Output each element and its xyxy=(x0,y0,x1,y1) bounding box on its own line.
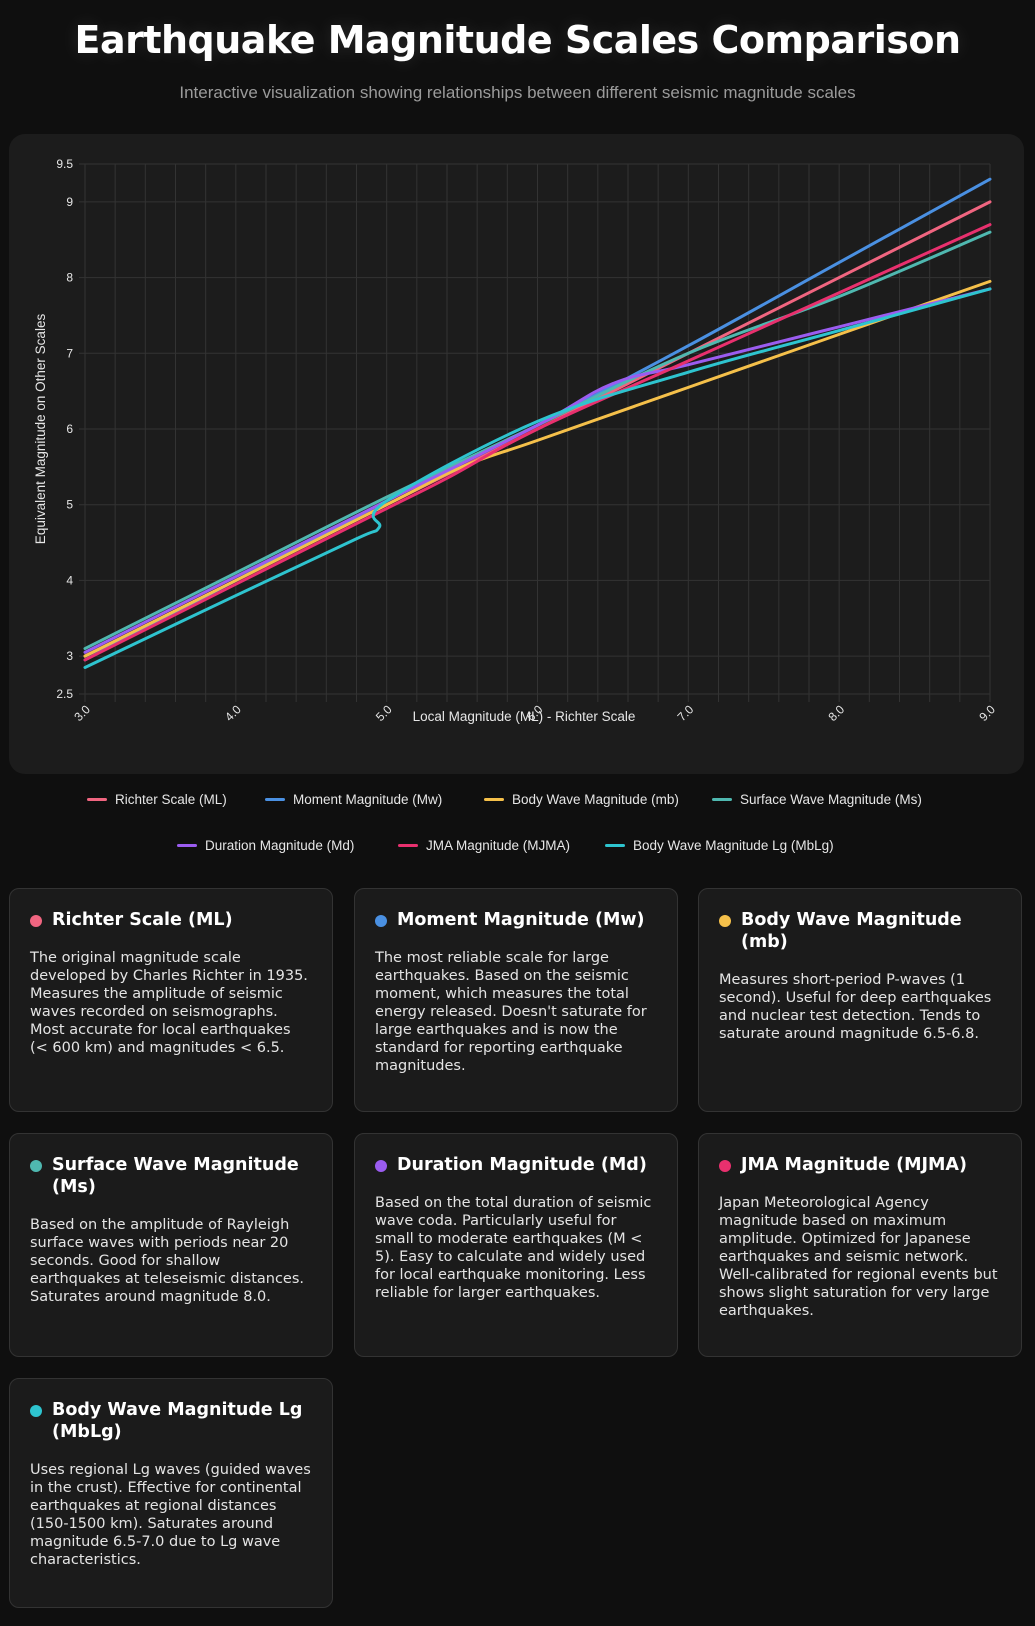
card-header: Duration Magnitude (Md) xyxy=(375,1154,657,1176)
x-tick-label: 7.0 xyxy=(675,702,697,724)
chart-panel: 2.5 3 4 5 6 7 8 9 9.5 3.0 4.0 5.0 6.0 7.0 8.0 9.0 Loca… xyxy=(9,134,1024,774)
card-header: Richter Scale (ML) xyxy=(30,909,312,931)
y-axis-title: Equivalent Magnitude on Other Scales xyxy=(33,314,48,545)
card-title: JMA Magnitude (MJMA) xyxy=(741,1155,967,1175)
card-header: Body Wave Magnitude (mb) xyxy=(719,909,1001,953)
card-header: Body Wave Magnitude Lg (MbLg) xyxy=(30,1399,312,1443)
card-description: Japan Meteorological Agency magnitude ba… xyxy=(719,1195,998,1319)
legend-swatch xyxy=(87,798,107,801)
grid-lines xyxy=(79,163,991,702)
scale-card: JMA Magnitude (MJMA) Japan Meteorological… xyxy=(698,1133,1022,1357)
legend-label: JMA Magnitude (MJMA) xyxy=(426,838,571,853)
card-title: Body Wave Magnitude (mb) xyxy=(741,910,962,952)
y-tick-label: 4 xyxy=(66,573,73,587)
x-tick-label: 3.0 xyxy=(71,702,93,724)
card-title: Richter Scale (ML) xyxy=(52,910,233,930)
y-tick-label: 3 xyxy=(66,649,73,663)
scale-card: Duration Magnitude (Md) Based on the tota… xyxy=(354,1133,678,1357)
card-description: The most reliable scale for large earthq… xyxy=(375,950,647,1074)
color-dot-icon xyxy=(375,915,387,927)
scale-card: Body Wave Magnitude (mb) Measures short-p… xyxy=(698,888,1022,1112)
legend-swatch xyxy=(605,844,625,847)
scale-card: Body Wave Magnitude Lg (MbLg) Uses region… xyxy=(9,1378,333,1608)
legend-swatch xyxy=(484,798,504,801)
x-tick-label: 8.0 xyxy=(825,702,847,724)
card-description: Based on the total duration of seismic w… xyxy=(375,1195,652,1301)
legend-label: Body Wave Magnitude (mb) xyxy=(512,792,679,807)
legend-label: Moment Magnitude (Mw) xyxy=(293,792,443,807)
legend-item[interactable]: JMA Magnitude (MJMA) xyxy=(398,838,570,853)
card-description: Uses regional Lg waves (guided waves in … xyxy=(30,1462,311,1568)
card-title: Duration Magnitude (Md) xyxy=(397,1155,647,1175)
color-dot-icon xyxy=(30,1160,42,1172)
page-title: Earthquake Magnitude Scales Comparison xyxy=(74,18,961,62)
legend-swatch xyxy=(398,844,418,847)
y-tick-label: 8 xyxy=(66,271,73,285)
y-tick-label: 9.5 xyxy=(56,157,73,171)
y-tick-label: 5 xyxy=(66,498,73,512)
legend-swatch xyxy=(177,844,197,847)
card-description: Measures short-period P-waves (1 second)… xyxy=(719,972,992,1042)
y-tick-label: 7 xyxy=(66,346,73,360)
series-line-7[interactable] xyxy=(83,287,992,669)
legend-swatch xyxy=(712,798,732,801)
y-tick-label: 9 xyxy=(66,195,73,209)
color-dot-icon xyxy=(375,1160,387,1172)
legend-swatch xyxy=(265,798,285,801)
legend-item[interactable]: Duration Magnitude (Md) xyxy=(177,838,354,853)
y-tick-labels: 2.5 3 4 5 6 7 8 9 9.5 xyxy=(56,157,73,701)
scale-card: Moment Magnitude (Mw) The most reliable s… xyxy=(354,888,678,1112)
x-tick-label: 4.0 xyxy=(222,702,244,724)
color-dot-icon xyxy=(30,915,42,927)
card-header: Moment Magnitude (Mw) xyxy=(375,909,657,931)
card-header: Surface Wave Magnitude (Ms) xyxy=(30,1154,312,1198)
y-tick-label: 6 xyxy=(66,422,73,436)
legend-label: Duration Magnitude (Md) xyxy=(205,838,355,853)
x-tick-label: 9.0 xyxy=(976,702,998,724)
legend-item[interactable]: Surface Wave Magnitude (Ms) xyxy=(712,792,922,807)
scale-card: Richter Scale (ML) The original magnitude… xyxy=(9,888,333,1112)
legend-item[interactable]: Richter Scale (ML) xyxy=(87,792,227,807)
series-lines xyxy=(83,177,992,669)
legend-item[interactable]: Moment Magnitude (Mw) xyxy=(265,792,442,807)
color-dot-icon xyxy=(30,1405,42,1417)
series-line-3[interactable] xyxy=(83,279,992,658)
legend-label: Richter Scale (ML) xyxy=(115,792,227,807)
series-line-6[interactable] xyxy=(83,223,992,662)
legend-label: Surface Wave Magnitude (Ms) xyxy=(740,792,922,807)
card-header: JMA Magnitude (MJMA) xyxy=(719,1154,1001,1176)
color-dot-icon xyxy=(719,1160,731,1172)
y-tick-label: 2.5 xyxy=(56,687,73,701)
x-tick-label: 5.0 xyxy=(373,702,395,724)
x-axis-title: Local Magnitude (ML) - Richter Scale xyxy=(413,709,636,724)
legend-item[interactable]: Body Wave Magnitude (mb) xyxy=(484,792,679,807)
scale-card: Surface Wave Magnitude (Ms) Based on the … xyxy=(9,1133,333,1357)
card-title: Body Wave Magnitude Lg (MbLg) xyxy=(52,1400,303,1442)
card-title: Surface Wave Magnitude (Ms) xyxy=(52,1155,299,1197)
color-dot-icon xyxy=(719,915,731,927)
page-subtitle: Interactive visualization showing relati… xyxy=(179,83,856,102)
legend-item[interactable]: Body Wave Magnitude Lg (MbLg) xyxy=(605,838,834,853)
card-description: Based on the amplitude of Rayleigh surfa… xyxy=(30,1217,305,1305)
card-title: Moment Magnitude (Mw) xyxy=(397,910,645,930)
card-description: The original magnitude scale developed b… xyxy=(30,950,308,1056)
legend-label: Body Wave Magnitude Lg (MbLg) xyxy=(633,838,834,853)
chart-legend: Richter Scale (ML) Moment Magnitude (Mw) B… xyxy=(9,782,1024,882)
